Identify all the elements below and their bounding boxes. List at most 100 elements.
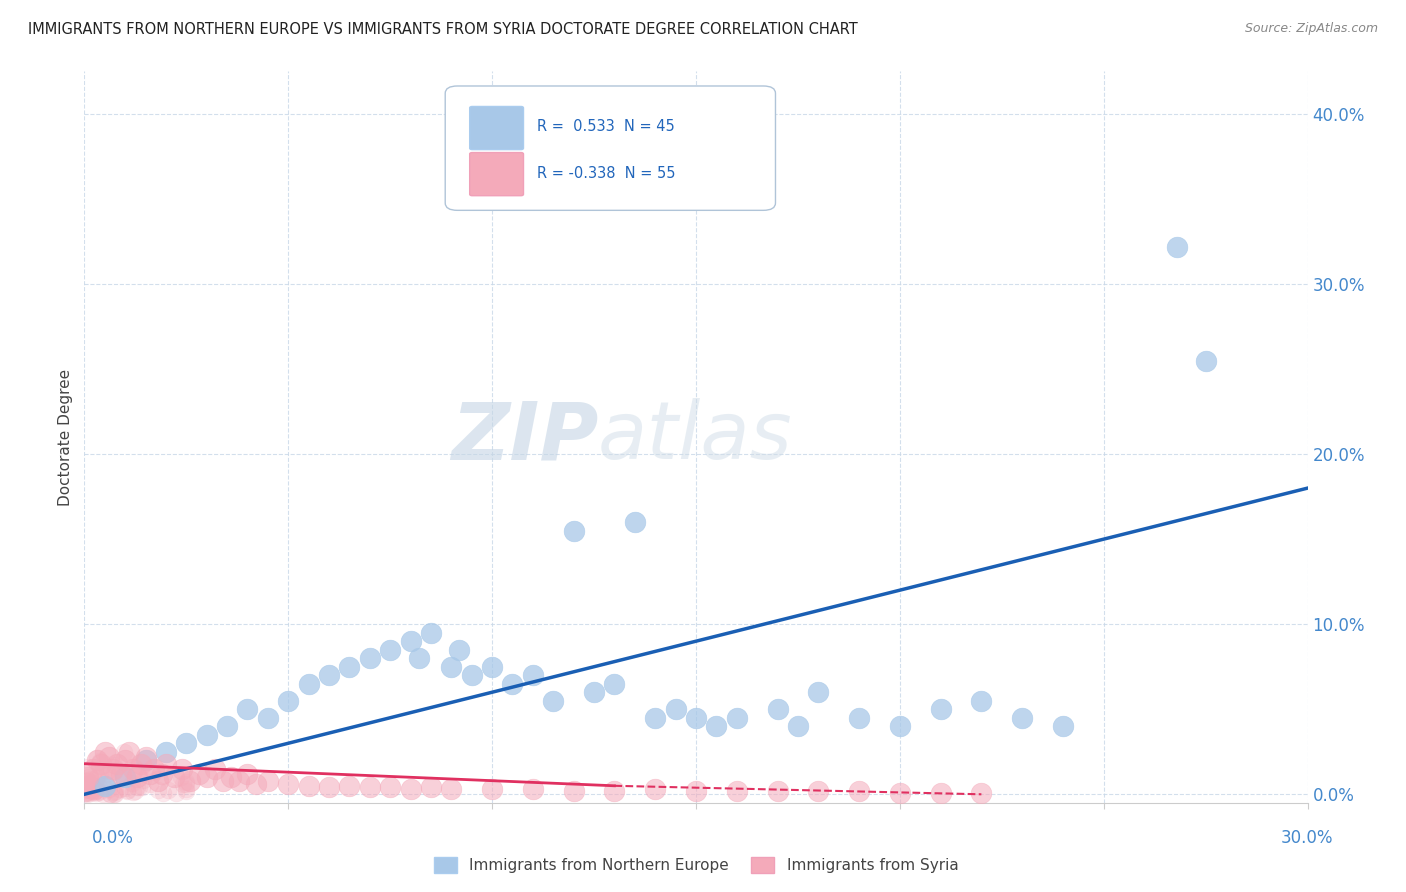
Point xyxy=(150,767,173,781)
Point xyxy=(318,668,340,682)
Point xyxy=(97,767,120,781)
Point xyxy=(603,784,626,798)
Point xyxy=(75,782,97,797)
Point xyxy=(1166,239,1188,253)
Point xyxy=(664,702,686,716)
Point xyxy=(101,762,124,776)
Point xyxy=(929,702,952,716)
Point xyxy=(114,770,136,784)
Point xyxy=(93,763,115,777)
Point xyxy=(73,786,96,800)
Point xyxy=(219,770,242,784)
Point xyxy=(89,754,111,768)
Point xyxy=(117,783,139,797)
Point xyxy=(80,781,103,796)
Point xyxy=(889,786,911,800)
Point xyxy=(644,782,666,797)
Point xyxy=(562,524,585,538)
Point xyxy=(112,745,135,759)
Point xyxy=(87,784,110,798)
Point xyxy=(97,772,120,787)
Point xyxy=(79,785,101,799)
Point xyxy=(970,786,993,800)
Text: 0.0%: 0.0% xyxy=(91,829,134,847)
Point xyxy=(111,764,134,779)
Point xyxy=(114,753,136,767)
Point xyxy=(1011,711,1033,725)
Point xyxy=(76,780,98,794)
Point xyxy=(79,783,101,797)
Point xyxy=(114,780,136,795)
Point xyxy=(461,668,484,682)
Point xyxy=(380,780,402,795)
Point xyxy=(155,756,177,771)
Text: 30.0%: 30.0% xyxy=(1281,829,1333,847)
Point xyxy=(80,780,103,794)
Point xyxy=(97,781,120,796)
Point xyxy=(80,775,103,789)
Point xyxy=(75,774,97,789)
Point xyxy=(582,685,605,699)
Point xyxy=(195,770,218,784)
Point xyxy=(257,711,280,725)
Point xyxy=(146,773,169,788)
Point xyxy=(103,784,125,798)
Point xyxy=(624,515,647,529)
FancyBboxPatch shape xyxy=(470,106,523,150)
Point xyxy=(105,756,128,771)
Point xyxy=(103,764,125,779)
Point xyxy=(179,773,201,788)
Point xyxy=(399,782,422,797)
Point xyxy=(122,785,145,799)
Point xyxy=(96,764,118,779)
Point xyxy=(420,625,443,640)
Point xyxy=(76,787,98,801)
Point xyxy=(108,781,131,796)
Point xyxy=(84,783,107,797)
Point xyxy=(98,787,121,801)
Point xyxy=(91,787,114,801)
Point xyxy=(127,780,149,794)
Legend: Immigrants from Northern Europe, Immigrants from Syria: Immigrants from Northern Europe, Immigra… xyxy=(427,851,965,880)
Point xyxy=(522,782,544,797)
Point xyxy=(75,783,97,797)
Point xyxy=(138,767,160,781)
Point xyxy=(644,711,666,725)
Point xyxy=(174,736,197,750)
Point xyxy=(76,785,98,799)
Point xyxy=(110,767,132,781)
Point xyxy=(75,787,97,801)
Point xyxy=(91,780,114,794)
Point xyxy=(93,779,115,793)
Point xyxy=(501,677,523,691)
Point xyxy=(80,784,103,798)
Point xyxy=(685,784,707,798)
Point xyxy=(848,711,870,725)
Point xyxy=(236,767,259,781)
Point xyxy=(172,762,194,776)
Point xyxy=(204,762,226,776)
FancyBboxPatch shape xyxy=(446,86,776,211)
Point xyxy=(122,762,145,776)
Point xyxy=(77,770,100,784)
Text: Source: ZipAtlas.com: Source: ZipAtlas.com xyxy=(1244,22,1378,36)
Point xyxy=(522,668,544,682)
Point xyxy=(163,770,186,784)
FancyBboxPatch shape xyxy=(470,153,523,195)
Point xyxy=(1052,719,1074,733)
Point xyxy=(115,784,138,798)
Point xyxy=(103,758,125,772)
Point xyxy=(73,786,96,800)
Y-axis label: Doctorate Degree: Doctorate Degree xyxy=(58,368,73,506)
Point xyxy=(807,685,830,699)
Point xyxy=(277,694,299,708)
Point xyxy=(86,770,108,784)
Point xyxy=(725,784,748,798)
Point xyxy=(104,784,127,798)
Point xyxy=(131,772,153,787)
Point xyxy=(420,780,443,795)
Point xyxy=(131,756,153,771)
Point xyxy=(562,784,585,798)
Point xyxy=(104,787,127,801)
Point xyxy=(172,777,194,791)
